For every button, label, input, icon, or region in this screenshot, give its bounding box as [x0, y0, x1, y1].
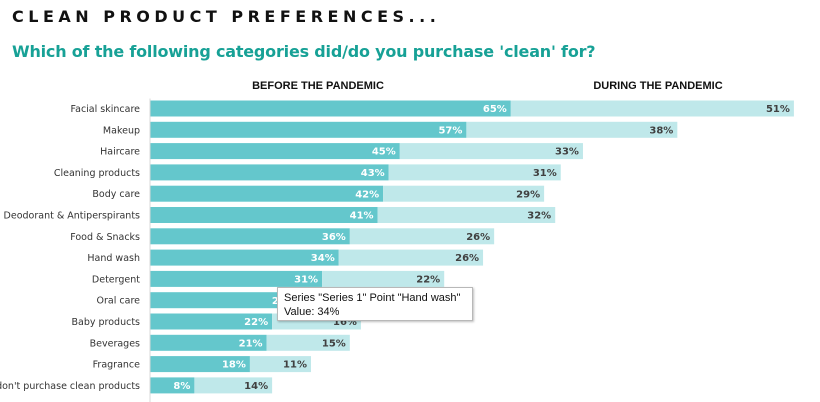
- data-label: 22%: [244, 317, 268, 328]
- bar-during[interactable]: [399, 143, 583, 160]
- category-label: Oral care: [97, 296, 141, 307]
- bar-before[interactable]: [150, 249, 339, 266]
- bar-during[interactable]: [349, 228, 495, 245]
- category-label: Cleaning products: [54, 168, 140, 179]
- category-label: I don't purchase clean products: [0, 381, 140, 392]
- tooltip-value: Value: 34%: [284, 306, 340, 318]
- bar-during[interactable]: [338, 249, 484, 266]
- tooltip-series-point: Series "Series 1" Point "Hand wash": [284, 292, 461, 304]
- bar-before[interactable]: [150, 292, 300, 309]
- bar-before[interactable]: [150, 207, 378, 223]
- category-label: Fragrance: [93, 360, 141, 371]
- chart-kicker-title: CLEAN PRODUCT PREFERENCES...: [12, 7, 441, 26]
- category-label: Beverages: [90, 338, 140, 349]
- data-label: 32%: [527, 211, 551, 222]
- series-heading-before: BEFORE THE PANDEMIC: [252, 80, 384, 92]
- data-label: 18%: [222, 360, 246, 371]
- data-label: 14%: [244, 381, 268, 392]
- bar-before[interactable]: [150, 270, 323, 287]
- data-label: 21%: [239, 338, 263, 349]
- data-label: 65%: [483, 104, 507, 115]
- bar-before[interactable]: [150, 143, 400, 160]
- bar-during[interactable]: [194, 377, 273, 394]
- chart-question: Which of the following categories did/do…: [12, 42, 596, 61]
- bar-during[interactable]: [383, 185, 545, 202]
- data-label: 38%: [649, 125, 673, 136]
- data-label: 22%: [416, 275, 440, 286]
- data-label: 41%: [350, 211, 374, 222]
- category-label: Deodorant & Antiperspirants: [4, 211, 140, 222]
- bar-during[interactable]: [510, 100, 794, 117]
- bar-during[interactable]: [322, 270, 445, 287]
- data-label: 57%: [438, 125, 462, 136]
- data-label: 26%: [455, 253, 479, 264]
- bar-during[interactable]: [388, 164, 561, 181]
- bar-before[interactable]: [150, 334, 267, 351]
- series-heading-during: DURING THE PANDEMIC: [593, 80, 723, 92]
- category-label: Haircare: [100, 147, 140, 158]
- data-label: 42%: [355, 189, 379, 200]
- bar-during[interactable]: [466, 121, 678, 138]
- data-label: 26%: [466, 232, 490, 243]
- data-label: 51%: [766, 104, 790, 115]
- data-label: 8%: [173, 381, 190, 392]
- data-label: 31%: [533, 168, 557, 179]
- data-label: 16%: [333, 317, 357, 328]
- data-label: 31%: [294, 275, 318, 286]
- bar-during[interactable]: [266, 334, 350, 351]
- category-label: Body care: [92, 189, 140, 200]
- category-label: Detergent: [92, 274, 140, 285]
- data-label: 15%: [322, 338, 346, 349]
- bar-before[interactable]: [150, 377, 195, 394]
- bar-before[interactable]: [150, 356, 250, 373]
- data-label: 43%: [361, 168, 385, 179]
- data-label: 45%: [372, 147, 396, 158]
- bar-before[interactable]: [150, 185, 384, 202]
- category-label: Baby products: [72, 317, 141, 328]
- bar-before[interactable]: [150, 164, 389, 181]
- data-label: 33%: [555, 147, 579, 158]
- data-label: 29%: [516, 189, 540, 200]
- bar-before[interactable]: [150, 228, 350, 245]
- bar-during[interactable]: [249, 356, 311, 373]
- bar-before[interactable]: [150, 100, 511, 117]
- data-label: 11%: [283, 360, 307, 371]
- category-label: Makeup: [103, 125, 140, 136]
- bar-before[interactable]: [150, 313, 273, 330]
- category-label: Hand wash: [87, 253, 140, 264]
- bar-before[interactable]: [150, 121, 467, 138]
- category-label: Food & Snacks: [70, 232, 140, 243]
- category-label: Facial skincare: [71, 104, 141, 115]
- data-label: 34%: [311, 253, 335, 264]
- hover-tooltip: Series "Series 1" Point "Hand wash" Valu…: [277, 287, 473, 321]
- bar-during[interactable]: [377, 207, 556, 223]
- data-label: 36%: [322, 232, 346, 243]
